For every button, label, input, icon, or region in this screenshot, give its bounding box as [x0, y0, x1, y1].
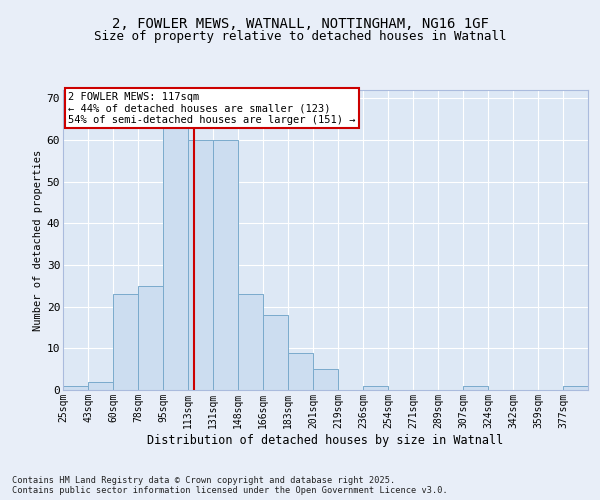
Bar [113, 294, 138, 390]
Bar [88, 382, 113, 390]
X-axis label: Distribution of detached houses by size in Watnall: Distribution of detached houses by size … [148, 434, 503, 446]
Bar [188, 140, 213, 390]
Bar [463, 386, 488, 390]
Text: Contains HM Land Registry data © Crown copyright and database right 2025.
Contai: Contains HM Land Registry data © Crown c… [12, 476, 448, 495]
Bar [238, 294, 263, 390]
Bar [263, 315, 288, 390]
Bar [288, 352, 313, 390]
Bar [313, 369, 338, 390]
Y-axis label: Number of detached properties: Number of detached properties [32, 150, 43, 330]
Bar [138, 286, 163, 390]
Bar [363, 386, 388, 390]
Bar [63, 386, 88, 390]
Bar [563, 386, 588, 390]
Text: 2, FOWLER MEWS, WATNALL, NOTTINGHAM, NG16 1GF: 2, FOWLER MEWS, WATNALL, NOTTINGHAM, NG1… [112, 18, 488, 32]
Bar [163, 128, 188, 390]
Bar [213, 140, 238, 390]
Text: 2 FOWLER MEWS: 117sqm
← 44% of detached houses are smaller (123)
54% of semi-det: 2 FOWLER MEWS: 117sqm ← 44% of detached … [68, 92, 356, 124]
Text: Size of property relative to detached houses in Watnall: Size of property relative to detached ho… [94, 30, 506, 43]
